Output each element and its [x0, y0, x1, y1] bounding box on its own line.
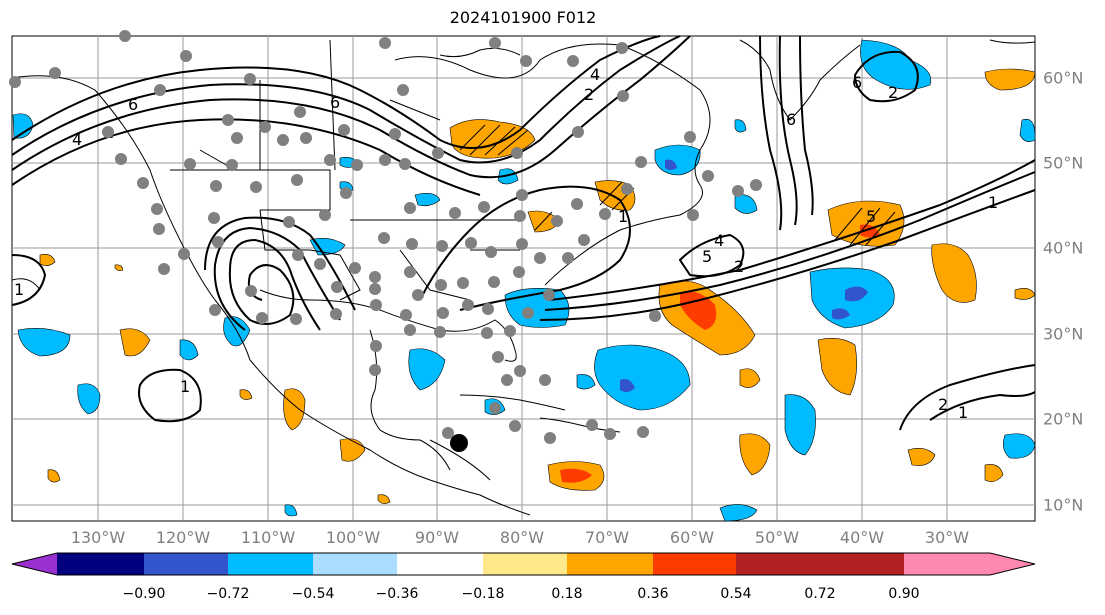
colorbar-cell [313, 553, 397, 575]
lat-label: 60°N [1043, 68, 1084, 88]
lon-label: 30°W [924, 528, 970, 547]
colorbar-tick: 0.90 [888, 586, 920, 602]
strong-negative-anomaly-shading [620, 159, 868, 393]
colorbar-cell [567, 553, 653, 575]
station-markers [9, 30, 762, 444]
contour-label: 1 [180, 377, 190, 396]
lat-label: 40°N [1043, 238, 1084, 258]
colorbar-cell [653, 553, 736, 575]
lat-label: 30°N [1043, 324, 1084, 344]
contour-label: 4 [72, 130, 82, 149]
lon-label: 80°W [499, 528, 545, 547]
colorbar-tick: 0.54 [720, 586, 752, 602]
colorbar-cell [144, 553, 228, 575]
colorbar-cell [228, 553, 313, 575]
contour-label: 6 [786, 110, 796, 129]
colorbar-tick: −0.90 [122, 586, 166, 602]
colorbar-tick: 0.72 [804, 586, 836, 602]
lon-label: 100°W [325, 528, 381, 547]
colorbar-tick: −0.18 [461, 586, 505, 602]
contour-label: 4 [714, 231, 724, 250]
contour-label: 5 [866, 207, 876, 226]
contour-label: 2 [888, 83, 898, 102]
contour-label: 2 [734, 257, 744, 276]
colorbar-cell [483, 553, 567, 575]
map-title: 2024101900 F012 [449, 8, 597, 27]
contour-label: 1 [988, 193, 998, 212]
contour-label: 6 [852, 73, 862, 92]
forecast-map: 6 4 2 1 5 4 2 1 6 4 2 1 6 1 5 6 2 1 2 [9, 30, 1036, 522]
lon-label: 130°W [70, 528, 126, 547]
lon-label: 110°W [240, 528, 296, 547]
colorbar-cell [12, 553, 57, 575]
contour-label: 1 [618, 207, 628, 226]
colorbar-outline [11, 552, 1036, 576]
lon-label: 60°W [669, 528, 715, 547]
lon-label: 50°W [754, 528, 800, 547]
colorbar-cell [736, 553, 820, 575]
colorbar-tick: −0.72 [206, 586, 250, 602]
colorbar-cell [904, 553, 1035, 575]
contour-label: 4 [590, 65, 600, 84]
colorbar [11, 552, 1036, 576]
colorbar-tick: 0.36 [637, 586, 669, 602]
contour-label: 5 [702, 247, 712, 266]
contour-label: 2 [938, 395, 948, 414]
colorbar-cell [397, 553, 483, 575]
colorbar-tick: −0.54 [291, 586, 335, 602]
lon-label: 70°W [584, 528, 630, 547]
lon-label: 40°W [839, 528, 885, 547]
storm-center-marker [450, 434, 468, 452]
contour-label: 6 [128, 95, 138, 114]
colorbar-tick: 0.18 [551, 586, 583, 602]
contour-label: 1 [958, 403, 968, 422]
contour-label: 2 [584, 85, 594, 104]
colorbar-cell [57, 553, 144, 575]
colorbar-tick: −0.36 [375, 586, 419, 602]
contour-lines [11, 35, 1036, 431]
contour-labels: 6 4 2 1 5 4 2 1 6 4 2 1 6 1 5 6 2 1 2 [14, 65, 998, 422]
contour-label: 1 [14, 280, 24, 299]
lat-label: 50°N [1043, 153, 1084, 173]
lat-label: 20°N [1043, 409, 1084, 429]
lon-label: 90°W [414, 528, 460, 547]
lon-label: 120°W [155, 528, 211, 547]
lat-label: 10°N [1043, 495, 1084, 515]
significance-hatching [459, 124, 896, 246]
colorbar-cell-redbrown [820, 553, 904, 575]
contour-label: 6 [330, 93, 340, 112]
